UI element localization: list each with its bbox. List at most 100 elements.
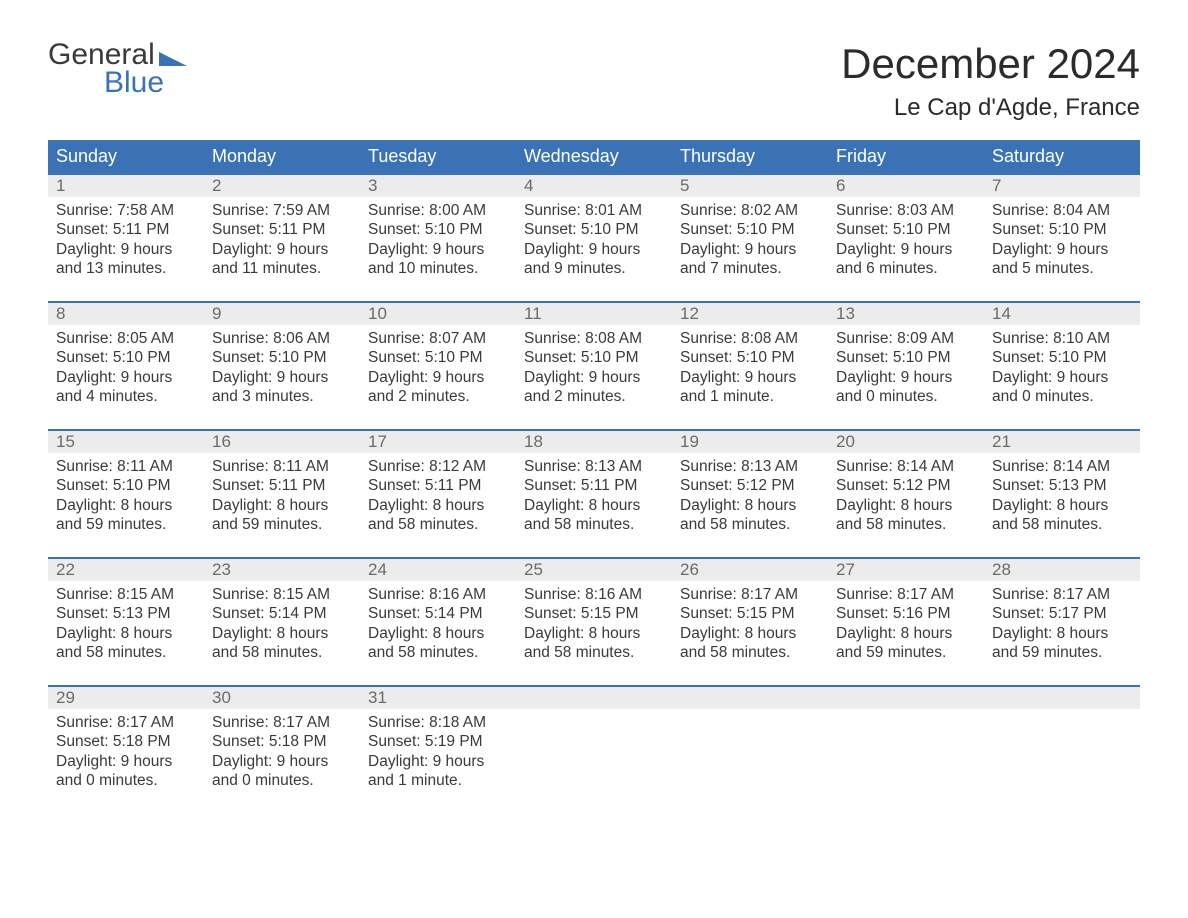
day-number: 30 xyxy=(204,685,360,709)
day-number: 17 xyxy=(360,429,516,453)
day-content: Sunrise: 8:14 AMSunset: 5:12 PMDaylight:… xyxy=(828,453,984,543)
day-content: Sunrise: 8:05 AMSunset: 5:10 PMDaylight:… xyxy=(48,325,204,415)
sunrise-line: Sunrise: 8:09 AM xyxy=(836,329,976,348)
day-number: 9 xyxy=(204,301,360,325)
sunrise-line: Sunrise: 8:14 AM xyxy=(836,457,976,476)
calendar-cell: 12Sunrise: 8:08 AMSunset: 5:10 PMDayligh… xyxy=(672,301,828,429)
day-content: Sunrise: 8:18 AMSunset: 5:19 PMDaylight:… xyxy=(360,709,516,799)
daylight-line1: Daylight: 9 hours xyxy=(992,368,1132,387)
calendar-head: SundayMondayTuesdayWednesdayThursdayFrid… xyxy=(48,140,1140,173)
daylight-line2: and 58 minutes. xyxy=(680,515,820,534)
sunrise-line: Sunrise: 8:00 AM xyxy=(368,201,508,220)
day-content: Sunrise: 8:08 AMSunset: 5:10 PMDaylight:… xyxy=(672,325,828,415)
day-number xyxy=(672,685,828,709)
sunset-line: Sunset: 5:11 PM xyxy=(368,476,508,495)
sunset-line: Sunset: 5:13 PM xyxy=(56,604,196,623)
sunset-line: Sunset: 5:10 PM xyxy=(524,220,664,239)
calendar-cell: 20Sunrise: 8:14 AMSunset: 5:12 PMDayligh… xyxy=(828,429,984,557)
calendar-cell: 30Sunrise: 8:17 AMSunset: 5:18 PMDayligh… xyxy=(204,685,360,813)
calendar-cell xyxy=(828,685,984,813)
day-number: 20 xyxy=(828,429,984,453)
sunset-line: Sunset: 5:17 PM xyxy=(992,604,1132,623)
sunset-line: Sunset: 5:10 PM xyxy=(836,348,976,367)
calendar-cell: 6Sunrise: 8:03 AMSunset: 5:10 PMDaylight… xyxy=(828,173,984,301)
calendar-cell: 21Sunrise: 8:14 AMSunset: 5:13 PMDayligh… xyxy=(984,429,1140,557)
calendar-cell: 11Sunrise: 8:08 AMSunset: 5:10 PMDayligh… xyxy=(516,301,672,429)
daylight-line1: Daylight: 9 hours xyxy=(992,240,1132,259)
daylight-line2: and 7 minutes. xyxy=(680,259,820,278)
calendar-week-row: 29Sunrise: 8:17 AMSunset: 5:18 PMDayligh… xyxy=(48,685,1140,813)
daylight-line2: and 6 minutes. xyxy=(836,259,976,278)
sunset-line: Sunset: 5:11 PM xyxy=(56,220,196,239)
sunrise-line: Sunrise: 8:04 AM xyxy=(992,201,1132,220)
day-content: Sunrise: 8:17 AMSunset: 5:17 PMDaylight:… xyxy=(984,581,1140,671)
sunrise-line: Sunrise: 7:59 AM xyxy=(212,201,352,220)
day-content: Sunrise: 8:13 AMSunset: 5:12 PMDaylight:… xyxy=(672,453,828,543)
weekday-header: Saturday xyxy=(984,140,1140,173)
day-content: Sunrise: 8:17 AMSunset: 5:16 PMDaylight:… xyxy=(828,581,984,671)
day-number: 16 xyxy=(204,429,360,453)
calendar-cell xyxy=(516,685,672,813)
calendar-cell: 8Sunrise: 8:05 AMSunset: 5:10 PMDaylight… xyxy=(48,301,204,429)
day-number: 11 xyxy=(516,301,672,325)
daylight-line1: Daylight: 9 hours xyxy=(836,240,976,259)
day-content: Sunrise: 8:15 AMSunset: 5:13 PMDaylight:… xyxy=(48,581,204,671)
sunrise-line: Sunrise: 8:17 AM xyxy=(212,713,352,732)
day-content: Sunrise: 8:04 AMSunset: 5:10 PMDaylight:… xyxy=(984,197,1140,287)
daylight-line1: Daylight: 8 hours xyxy=(524,496,664,515)
daylight-line1: Daylight: 8 hours xyxy=(212,624,352,643)
daylight-line2: and 58 minutes. xyxy=(836,515,976,534)
daylight-line1: Daylight: 9 hours xyxy=(56,752,196,771)
sunrise-line: Sunrise: 8:10 AM xyxy=(992,329,1132,348)
daylight-line1: Daylight: 9 hours xyxy=(524,240,664,259)
day-content: Sunrise: 8:06 AMSunset: 5:10 PMDaylight:… xyxy=(204,325,360,415)
day-number: 24 xyxy=(360,557,516,581)
sunrise-line: Sunrise: 8:13 AM xyxy=(524,457,664,476)
location-title: Le Cap d'Agde, France xyxy=(841,94,1140,122)
day-content: Sunrise: 8:01 AMSunset: 5:10 PMDaylight:… xyxy=(516,197,672,287)
daylight-line2: and 59 minutes. xyxy=(56,515,196,534)
day-number: 31 xyxy=(360,685,516,709)
sunrise-line: Sunrise: 8:05 AM xyxy=(56,329,196,348)
daylight-line1: Daylight: 8 hours xyxy=(368,624,508,643)
sunset-line: Sunset: 5:12 PM xyxy=(836,476,976,495)
day-number: 8 xyxy=(48,301,204,325)
sunrise-line: Sunrise: 8:08 AM xyxy=(680,329,820,348)
day-number: 28 xyxy=(984,557,1140,581)
calendar-cell: 17Sunrise: 8:12 AMSunset: 5:11 PMDayligh… xyxy=(360,429,516,557)
daylight-line2: and 58 minutes. xyxy=(368,515,508,534)
calendar-cell: 27Sunrise: 8:17 AMSunset: 5:16 PMDayligh… xyxy=(828,557,984,685)
sunset-line: Sunset: 5:16 PM xyxy=(836,604,976,623)
sunset-line: Sunset: 5:10 PM xyxy=(992,348,1132,367)
daylight-line1: Daylight: 8 hours xyxy=(836,496,976,515)
day-content: Sunrise: 8:00 AMSunset: 5:10 PMDaylight:… xyxy=(360,197,516,287)
daylight-line2: and 58 minutes. xyxy=(368,643,508,662)
weekday-header: Tuesday xyxy=(360,140,516,173)
sunrise-line: Sunrise: 8:18 AM xyxy=(368,713,508,732)
calendar-cell xyxy=(672,685,828,813)
sunrise-line: Sunrise: 8:15 AM xyxy=(56,585,196,604)
day-number: 13 xyxy=(828,301,984,325)
day-number: 7 xyxy=(984,173,1140,197)
brand-flag-icon xyxy=(159,52,187,66)
daylight-line2: and 3 minutes. xyxy=(212,387,352,406)
calendar-cell: 24Sunrise: 8:16 AMSunset: 5:14 PMDayligh… xyxy=(360,557,516,685)
daylight-line1: Daylight: 8 hours xyxy=(524,624,664,643)
day-content: Sunrise: 8:11 AMSunset: 5:10 PMDaylight:… xyxy=(48,453,204,543)
day-content: Sunrise: 8:11 AMSunset: 5:11 PMDaylight:… xyxy=(204,453,360,543)
day-content: Sunrise: 8:03 AMSunset: 5:10 PMDaylight:… xyxy=(828,197,984,287)
daylight-line1: Daylight: 9 hours xyxy=(212,240,352,259)
day-number: 4 xyxy=(516,173,672,197)
sunset-line: Sunset: 5:11 PM xyxy=(524,476,664,495)
daylight-line1: Daylight: 9 hours xyxy=(680,240,820,259)
daylight-line1: Daylight: 8 hours xyxy=(836,624,976,643)
calendar-body: 1Sunrise: 7:58 AMSunset: 5:11 PMDaylight… xyxy=(48,173,1140,813)
daylight-line2: and 58 minutes. xyxy=(212,643,352,662)
day-number: 2 xyxy=(204,173,360,197)
sunrise-line: Sunrise: 8:16 AM xyxy=(368,585,508,604)
calendar-cell: 26Sunrise: 8:17 AMSunset: 5:15 PMDayligh… xyxy=(672,557,828,685)
daylight-line1: Daylight: 9 hours xyxy=(680,368,820,387)
sunset-line: Sunset: 5:10 PM xyxy=(680,348,820,367)
daylight-line1: Daylight: 9 hours xyxy=(368,368,508,387)
calendar-week-row: 8Sunrise: 8:05 AMSunset: 5:10 PMDaylight… xyxy=(48,301,1140,429)
